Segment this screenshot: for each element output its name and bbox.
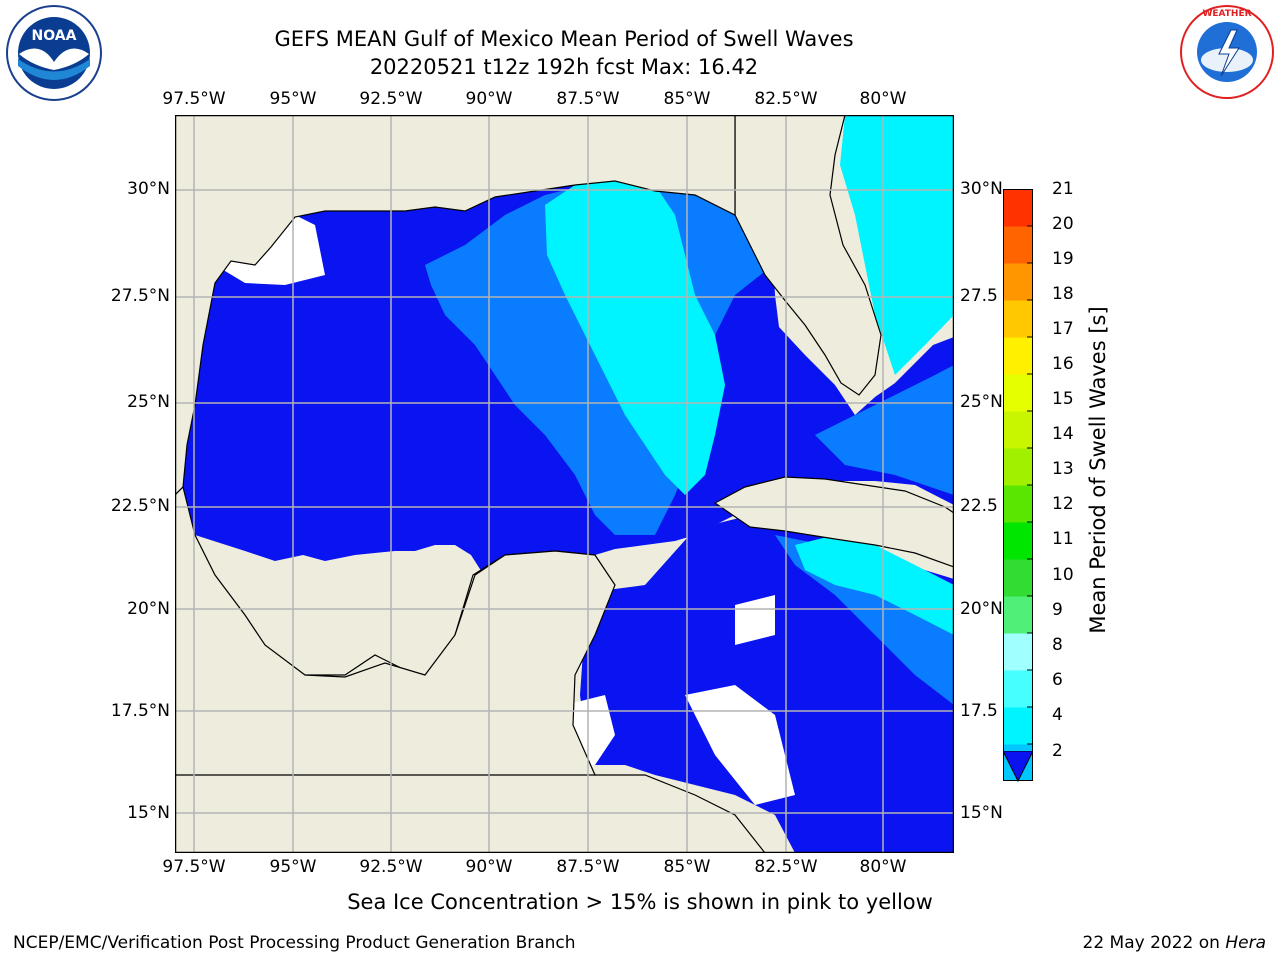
map-border: [175, 115, 954, 853]
lat-label-left: 30°N: [127, 179, 170, 199]
colorbar-extend-arrow: [1003, 751, 1033, 783]
lat-label-right: 17.5: [960, 701, 998, 721]
footer-date: 22 May 2022 on: [1082, 933, 1226, 953]
lon-label-bottom: 92.5°W: [359, 857, 423, 877]
lon-label-bottom: 80°W: [859, 857, 907, 877]
colorbar-tick: 19: [1052, 249, 1074, 269]
colorbar-segment: [1003, 670, 1033, 708]
colorbar-tick: 15: [1052, 389, 1074, 409]
lon-label-bottom: 85°W: [663, 857, 711, 877]
colorbar-tick: 9: [1052, 600, 1063, 620]
lon-label-top: 85°W: [663, 89, 711, 109]
lat-label-right: 22.5: [960, 496, 998, 516]
no-data-patch: [685, 685, 795, 805]
colorbar-segment: [1003, 226, 1033, 264]
no-data-patch: [215, 215, 325, 285]
colorbar-segment: [1003, 189, 1033, 227]
sea-ice-note-text: Sea Ice Concentration > 15% is shown in …: [347, 890, 933, 914]
colorbar-tick: 12: [1052, 494, 1074, 514]
noaa-logo: NOAA: [6, 5, 102, 101]
lon-label-top: 87.5°W: [556, 89, 620, 109]
lat-label-left: 27.5°N: [110, 286, 170, 306]
sea-ice-note: Sea Ice Concentration > 15% is shown in …: [0, 890, 1280, 914]
lat-label-left: 15°N: [127, 803, 170, 823]
colorbar-tick: 18: [1052, 284, 1074, 304]
map-panel: [175, 115, 954, 853]
footer-host: Hera: [1225, 933, 1266, 953]
swell-band-mid-3: [815, 365, 954, 495]
graticule: [175, 115, 954, 853]
lon-label-top: 95°W: [269, 89, 317, 109]
footer-left: NCEP/EMC/Verification Post Processing Pr…: [13, 933, 576, 953]
lon-label-top: 82.5°W: [754, 89, 818, 109]
lon-label-top: 97.5°W: [162, 89, 226, 109]
colorbar-tick: 17: [1052, 319, 1074, 339]
svg-text:NOAA: NOAA: [32, 28, 77, 44]
colorbar-tick: 2: [1052, 741, 1063, 761]
lat-label-left: 17.5°N: [110, 701, 170, 721]
colorbar-segment: [1003, 263, 1033, 301]
lon-label-top: 80°W: [859, 89, 907, 109]
colorbar-segment: [1003, 300, 1033, 338]
lat-label-right: 27.5: [960, 286, 998, 306]
colorbar-tick: 4: [1052, 705, 1063, 725]
colorbar-tick: 6: [1052, 670, 1063, 690]
colorbar: [1003, 189, 1033, 781]
us-coast-land: [175, 115, 736, 496]
swell-band-cyan-2: [840, 115, 954, 375]
lat-label-left: 25°N: [127, 392, 170, 412]
colorbar-segment: [1003, 522, 1033, 560]
chart-subtitle: 20220521 t12z 192h fcst Max: 16.42: [369, 55, 759, 79]
cuba-land: [713, 476, 954, 568]
colorbar-title: Mean Period of Swell Waves [s]: [1086, 306, 1110, 634]
colorbar-tick: 13: [1052, 459, 1074, 479]
colorbar-segment: [1003, 411, 1033, 449]
lat-label-right: 20°N: [960, 599, 1003, 619]
lat-label-right: 30°N: [960, 179, 1003, 199]
lon-label-bottom: 97.5°W: [162, 857, 226, 877]
lat-label-right: 15°N: [960, 803, 1003, 823]
colorbar-segment: [1003, 337, 1033, 375]
lon-label-top: 92.5°W: [359, 89, 423, 109]
colorbar-segment: [1003, 485, 1033, 523]
colorbar-tick: 10: [1052, 565, 1074, 585]
lat-label-right: 25°N: [960, 392, 1003, 412]
lon-label-top: 90°W: [465, 89, 513, 109]
colorbar-segment: [1003, 374, 1033, 412]
lon-label-bottom: 87.5°W: [556, 857, 620, 877]
svg-text:WEATHER: WEATHER: [1202, 9, 1251, 19]
colorbar-tick: 8: [1052, 635, 1063, 655]
lat-label-left: 20°N: [127, 599, 170, 619]
lon-label-bottom: 82.5°W: [754, 857, 818, 877]
colorbar-segment: [1003, 596, 1033, 634]
gulf-water: [183, 179, 954, 775]
colorbar-segment: [1003, 707, 1033, 745]
swell-band-cyan: [545, 181, 725, 495]
colorbar-tick: 20: [1052, 214, 1074, 234]
colorbar-segment: [1003, 633, 1033, 671]
colorbar-tick: 11: [1052, 529, 1074, 549]
colorbar-tick: 16: [1052, 354, 1074, 374]
colorbar-tick: 14: [1052, 424, 1074, 444]
lat-label-left: 22.5°N: [110, 496, 170, 516]
nws-logo: WEATHER: [1180, 5, 1274, 99]
footer-right: 22 May 2022 on Hera: [1083, 933, 1267, 953]
chart-title: GEFS MEAN Gulf of Mexico Mean Period of …: [274, 27, 854, 51]
lon-label-bottom: 95°W: [269, 857, 317, 877]
swell-band-cyan-3: [795, 535, 954, 635]
colorbar-segment: [1003, 448, 1033, 486]
no-data-patch: [735, 595, 775, 645]
lon-label-bottom: 90°W: [465, 857, 513, 877]
colorbar-tick: 21: [1052, 179, 1074, 199]
florida-land: [734, 115, 882, 396]
mexico-land: [175, 485, 616, 776]
colorbar-segment: [1003, 559, 1033, 597]
swell-band-mid-2: [775, 535, 954, 705]
